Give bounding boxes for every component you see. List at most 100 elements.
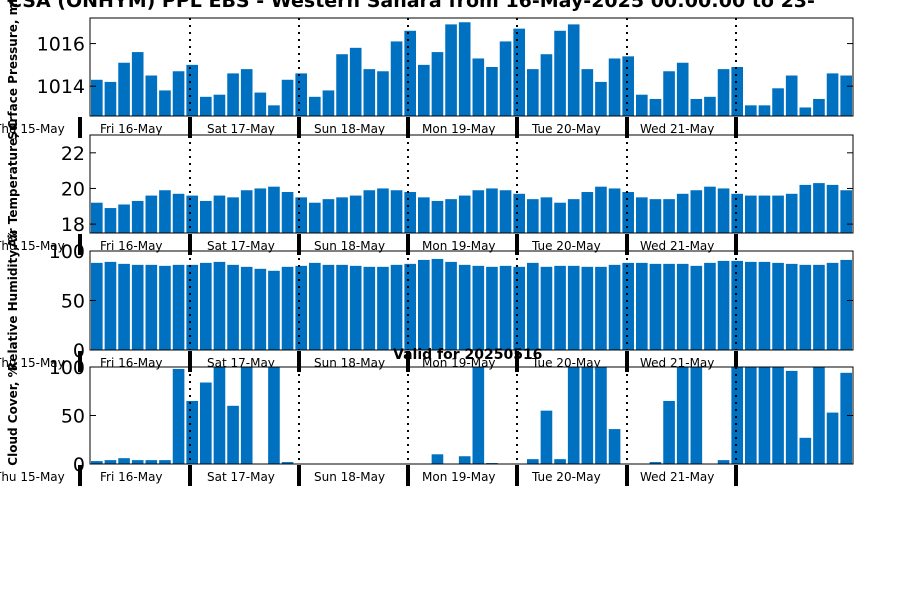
- bar: [118, 458, 130, 464]
- bar: [145, 460, 158, 464]
- bar: [513, 193, 526, 233]
- bar: [717, 260, 730, 350]
- y-tick-label: 50: [61, 406, 85, 428]
- bar: [281, 192, 294, 233]
- bar: [649, 199, 662, 233]
- bar: [499, 265, 512, 350]
- bar: [745, 367, 757, 464]
- x-tick-label: Mon 19-May: [422, 122, 496, 136]
- bar: [799, 437, 812, 464]
- bar: [595, 81, 607, 116]
- valid-for-label: Valid for 20250516: [393, 347, 542, 363]
- bar: [472, 265, 485, 350]
- x-tick-label: Mon 19-May: [422, 239, 496, 253]
- bar: [840, 190, 853, 233]
- bar: [336, 264, 348, 350]
- bar: [731, 193, 744, 233]
- bar: [690, 367, 703, 464]
- bar: [240, 266, 253, 350]
- chart-title: CSA (ONHYM) PPL EBS - Western Sahara fro…: [8, 0, 815, 12]
- bar: [758, 261, 771, 350]
- bar: [567, 24, 580, 116]
- bar: [826, 412, 839, 464]
- bar: [404, 192, 417, 233]
- bar: [254, 92, 267, 116]
- bar: [458, 195, 471, 233]
- bar: [826, 262, 839, 350]
- bar: [595, 266, 607, 350]
- bar: [131, 460, 144, 464]
- bar: [676, 367, 689, 464]
- bar: [527, 69, 539, 116]
- bar: [676, 263, 689, 350]
- bar: [799, 264, 812, 350]
- bar: [581, 192, 594, 233]
- bar: [649, 263, 662, 350]
- bar: [772, 195, 784, 233]
- bar: [772, 367, 784, 464]
- bar: [676, 193, 689, 233]
- bar: [322, 264, 335, 350]
- bar: [636, 197, 648, 233]
- bar: [213, 195, 226, 233]
- y-axis-label: Relative Humidity, %: [6, 230, 20, 371]
- bar: [663, 199, 675, 233]
- bar: [554, 459, 566, 464]
- bar: [540, 54, 553, 116]
- bar: [608, 58, 621, 116]
- bar: [91, 202, 103, 233]
- bar: [799, 107, 812, 116]
- bar: [377, 188, 389, 233]
- bar: [499, 41, 512, 116]
- bar: [281, 266, 294, 350]
- bar: [240, 190, 253, 233]
- bar: [540, 410, 553, 464]
- bar: [91, 461, 103, 464]
- x-tick-label: Thu 15-May: [0, 122, 65, 136]
- bar: [186, 64, 199, 116]
- bar: [186, 264, 199, 350]
- bar: [172, 71, 185, 116]
- bar: [145, 75, 158, 116]
- bar: [200, 262, 212, 350]
- x-tick-label: Sun 18-May: [314, 122, 385, 136]
- bar: [649, 462, 662, 464]
- x-tick-label: Wed 21-May: [640, 122, 714, 136]
- bar: [227, 73, 239, 116]
- bar: [322, 90, 335, 116]
- bar: [813, 98, 825, 116]
- bar: [567, 367, 580, 464]
- bar: [840, 75, 853, 116]
- bar: [608, 429, 621, 464]
- x-tick-label: Sat 17-May: [207, 239, 275, 253]
- bar: [349, 265, 362, 350]
- bar: [118, 263, 130, 350]
- bar: [390, 264, 403, 350]
- bar: [172, 368, 185, 464]
- y-tick-label: 100: [49, 241, 85, 263]
- bar: [772, 88, 784, 116]
- bar: [813, 183, 825, 233]
- bar: [486, 67, 498, 116]
- bar: [704, 262, 716, 350]
- bar: [295, 73, 308, 116]
- bar: [717, 460, 730, 464]
- bar: [91, 79, 103, 116]
- bar: [418, 64, 430, 116]
- bar: [159, 190, 171, 233]
- bar: [172, 193, 185, 233]
- bar: [254, 188, 267, 233]
- bar: [131, 264, 144, 350]
- x-tick-label: Sat 17-May: [207, 122, 275, 136]
- bar: [363, 190, 376, 233]
- bar: [663, 71, 675, 116]
- y-tick-label: 50: [61, 291, 85, 313]
- bar: [745, 105, 757, 116]
- bar: [131, 200, 144, 233]
- bar: [622, 262, 635, 350]
